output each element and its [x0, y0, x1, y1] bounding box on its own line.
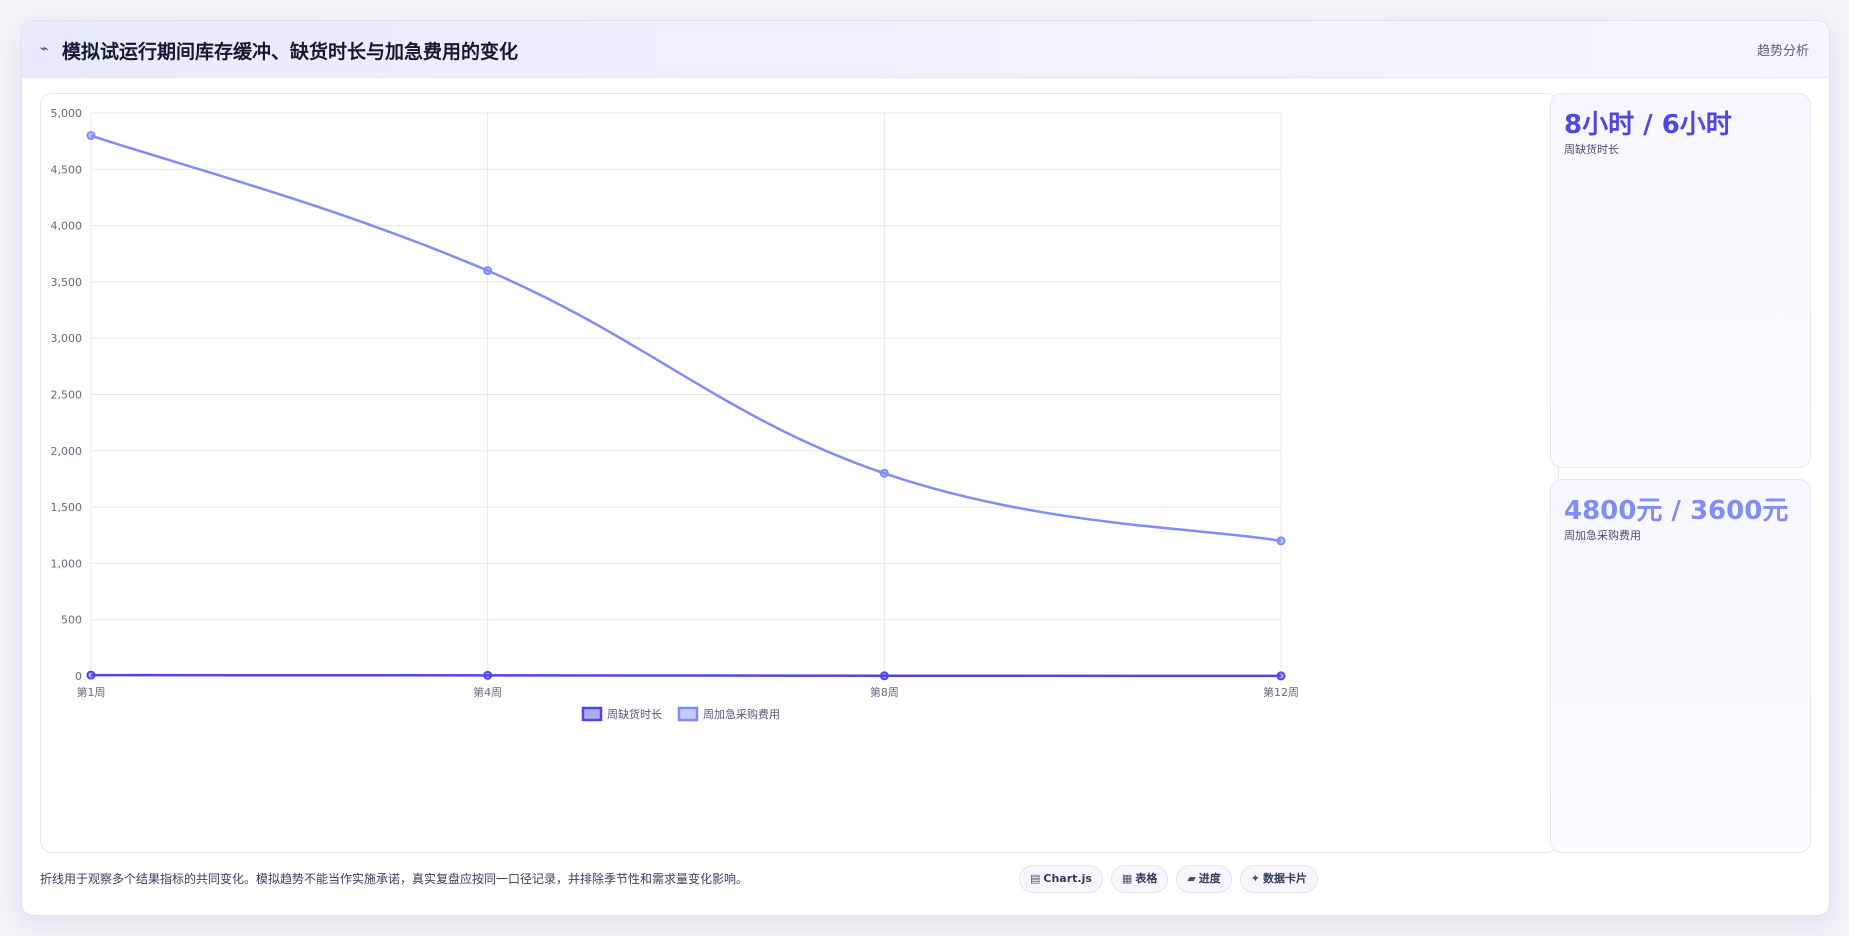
sparkle-icon: ✦ — [1250, 872, 1261, 885]
report-card: ⌁ 模拟试运行期间库存缓冲、缺货时长与加急费用的变化 趋势分析 0 500 1,00… — [21, 20, 1830, 916]
kpi-label: 周加急采购费用 — [1564, 529, 1641, 542]
pill-label: 表格 — [1135, 872, 1158, 885]
line-chart: 0 500 1,000 1,500 2,000 2,500 3,000 3,500 4,000 4… — [51, 107, 1300, 722]
grid-lines — [90, 112, 1282, 677]
view-data-cards-button[interactable]: ✦ 数据卡片 — [1239, 865, 1319, 893]
legend-item: 周缺货时长 — [581, 706, 662, 722]
view-progress-button[interactable]: ▰ 进度 — [1176, 865, 1232, 893]
view-table-button[interactable]: ▦ 表格 — [1110, 865, 1169, 893]
y-tick-label: 4,000 — [51, 220, 83, 233]
legend-swatch — [677, 706, 699, 722]
kpi-value: 4800元 / 3600元 — [1564, 496, 1789, 526]
x-tick-label: 第12周 — [1263, 685, 1299, 699]
progress-icon: ▰ — [1187, 872, 1196, 885]
series-line — [90, 134, 1282, 543]
legend-item: 周加急采购费用 — [677, 706, 780, 722]
table-icon: ▦ — [1121, 872, 1133, 885]
chart-icon: ▤ — [1030, 872, 1041, 885]
data-point — [879, 671, 889, 681]
y-tick-label: 1,000 — [51, 557, 83, 570]
view-toggle-group: ▤ Chart.js ▦ 表格 ▰ 进度 ✦ 数据卡片 — [1019, 865, 1319, 893]
series-layer — [86, 131, 1286, 681]
data-point — [1276, 536, 1286, 546]
legend: 周缺货时长 周加急采购费用 — [581, 706, 780, 722]
y-tick-label: 2,500 — [51, 389, 83, 402]
y-tick-label: 4,500 — [51, 163, 83, 176]
view-chartjs-button[interactable]: ▤ Chart.js — [1019, 865, 1103, 893]
x-tick-label: 第1周 — [77, 685, 106, 699]
kpi-label: 周缺货时长 — [1564, 143, 1619, 156]
kpi-card-stockout: 8小时 / 6小时 周缺货时长 — [1550, 93, 1811, 468]
kpi-value: 8小时 / 6小时 — [1564, 110, 1732, 140]
y-tick-label: 5,000 — [51, 107, 83, 120]
kpi-card-expedite-cost: 4800元 / 3600元 周加急采购费用 — [1550, 479, 1811, 853]
data-point — [86, 670, 96, 680]
y-tick-label: 1,500 — [51, 501, 83, 514]
legend-label: 周加急采购费用 — [703, 707, 780, 721]
chart-panel: 0 500 1,000 1,500 2,000 2,500 3,000 3,500 4,000 4… — [40, 93, 1559, 853]
page-title: 模拟试运行期间库存缓冲、缺货时长与加急费用的变化 — [62, 41, 519, 63]
data-point — [1276, 671, 1286, 681]
data-point — [86, 131, 96, 141]
data-point — [483, 266, 493, 276]
chart-footnote: 折线用于观察多个结果指标的共同变化。模拟趋势不能当作实施承诺，真实复盘应按同一口… — [40, 872, 749, 886]
y-axis-ticks: 0 500 1,000 1,500 2,000 2,500 3,000 3,500 4,000 4… — [51, 107, 83, 683]
x-axis-ticks: 第1周 第4周 第8周 第12周 — [77, 685, 1300, 699]
x-tick-label: 第4周 — [473, 685, 502, 699]
y-tick-label: 2,000 — [51, 445, 83, 458]
data-point — [879, 468, 889, 478]
y-tick-label: 3,500 — [51, 276, 83, 289]
legend-swatch — [581, 706, 603, 722]
y-tick-label: 500 — [61, 614, 82, 627]
series-line — [90, 673, 1282, 678]
x-tick-label: 第8周 — [870, 685, 899, 699]
pill-label: 数据卡片 — [1263, 872, 1308, 885]
analysis-type-tag: 趋势分析 — [1756, 44, 1809, 59]
pill-label: 进度 — [1198, 872, 1221, 885]
card-header: ⌁ 模拟试运行期间库存缓冲、缺货时长与加急费用的变化 趋势分析 — [22, 21, 1829, 78]
y-tick-label: 0 — [75, 670, 82, 683]
legend-label: 周缺货时长 — [607, 707, 662, 721]
data-point — [483, 670, 493, 680]
pill-label: Chart.js — [1043, 872, 1092, 885]
trend-line-icon: ⌁ — [40, 41, 49, 57]
y-tick-label: 3,000 — [51, 332, 83, 345]
